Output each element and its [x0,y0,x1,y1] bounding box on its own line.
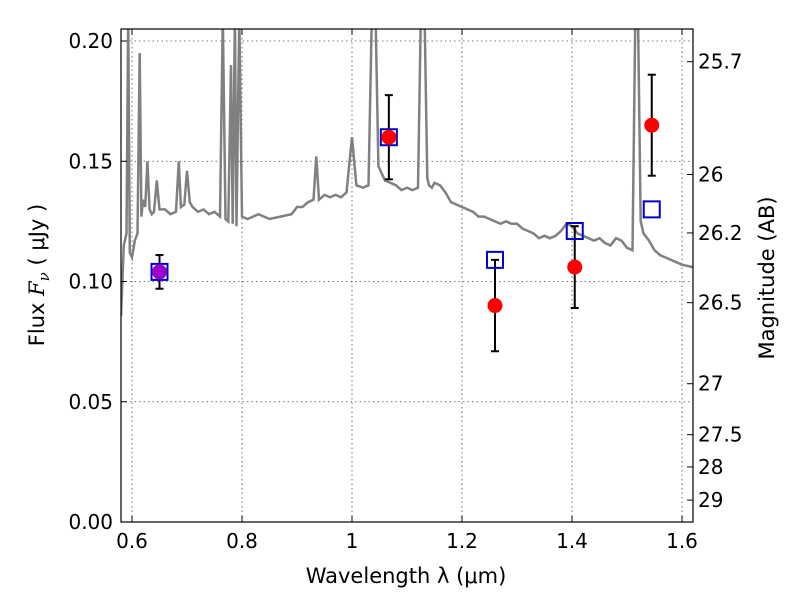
magnitude-tick-label: 26.2 [698,221,743,245]
y-tick-label: 0.20 [68,29,113,53]
y-axis-label: Flux Fν ( μJy ) [25,204,53,346]
y-axis-ticks: 0.00 0.05 0.10 0.15 0.20 [68,29,127,534]
model-square-marker [486,250,504,269]
model-photometry-markers [150,128,661,281]
magnitude-tick-label: 27 [698,372,723,396]
x-tick-label: 0.8 [226,529,258,553]
grid [121,29,693,523]
y-tick-label: 0.00 [68,510,113,534]
observed-photometry-markers [152,117,660,314]
observed-point [567,259,583,275]
x-axis-label: Wavelength λ (μm) [306,564,507,588]
y-tick-label: 0.15 [68,149,113,173]
magnitude-tick-label: 26 [698,162,723,186]
y-tick-label: 0.10 [68,270,113,294]
magnitude-tick-label: 28 [698,455,723,479]
observed-point [381,129,397,145]
x-tick-label: 0.6 [116,529,148,553]
model-square-marker [642,200,661,219]
model-square-marker [379,128,398,147]
magnitude-tick-label: 29 [698,488,723,512]
magnitude-axis-ticks: 25.7 26 26.2 26.5 27 27.5 28 29 [687,50,743,512]
model-square-marker [150,262,169,281]
magnitude-tick-label: 26.5 [698,291,743,315]
magnitude-tick-label: 25.7 [698,50,743,74]
x-axis-ticks: 0.6 0.8 1 1.2 1.4 1.6 [116,29,698,553]
y-tick-label: 0.05 [68,390,113,414]
x-tick-label: 1.6 [666,529,698,553]
model-square-marker [565,222,584,241]
plot-frame [120,28,694,523]
observed-point [487,298,503,314]
x-tick-label: 1.2 [446,529,478,553]
plot-area [121,29,693,353]
observed-point [644,117,660,133]
template-spectrum-line [121,29,693,317]
observed-point [152,264,167,280]
x-tick-label: 1.4 [556,529,588,553]
x-tick-label: 1 [346,529,359,553]
magnitude-axis-label: Magnitude (AB) [755,196,779,359]
magnitude-tick-label: 27.5 [698,423,743,447]
